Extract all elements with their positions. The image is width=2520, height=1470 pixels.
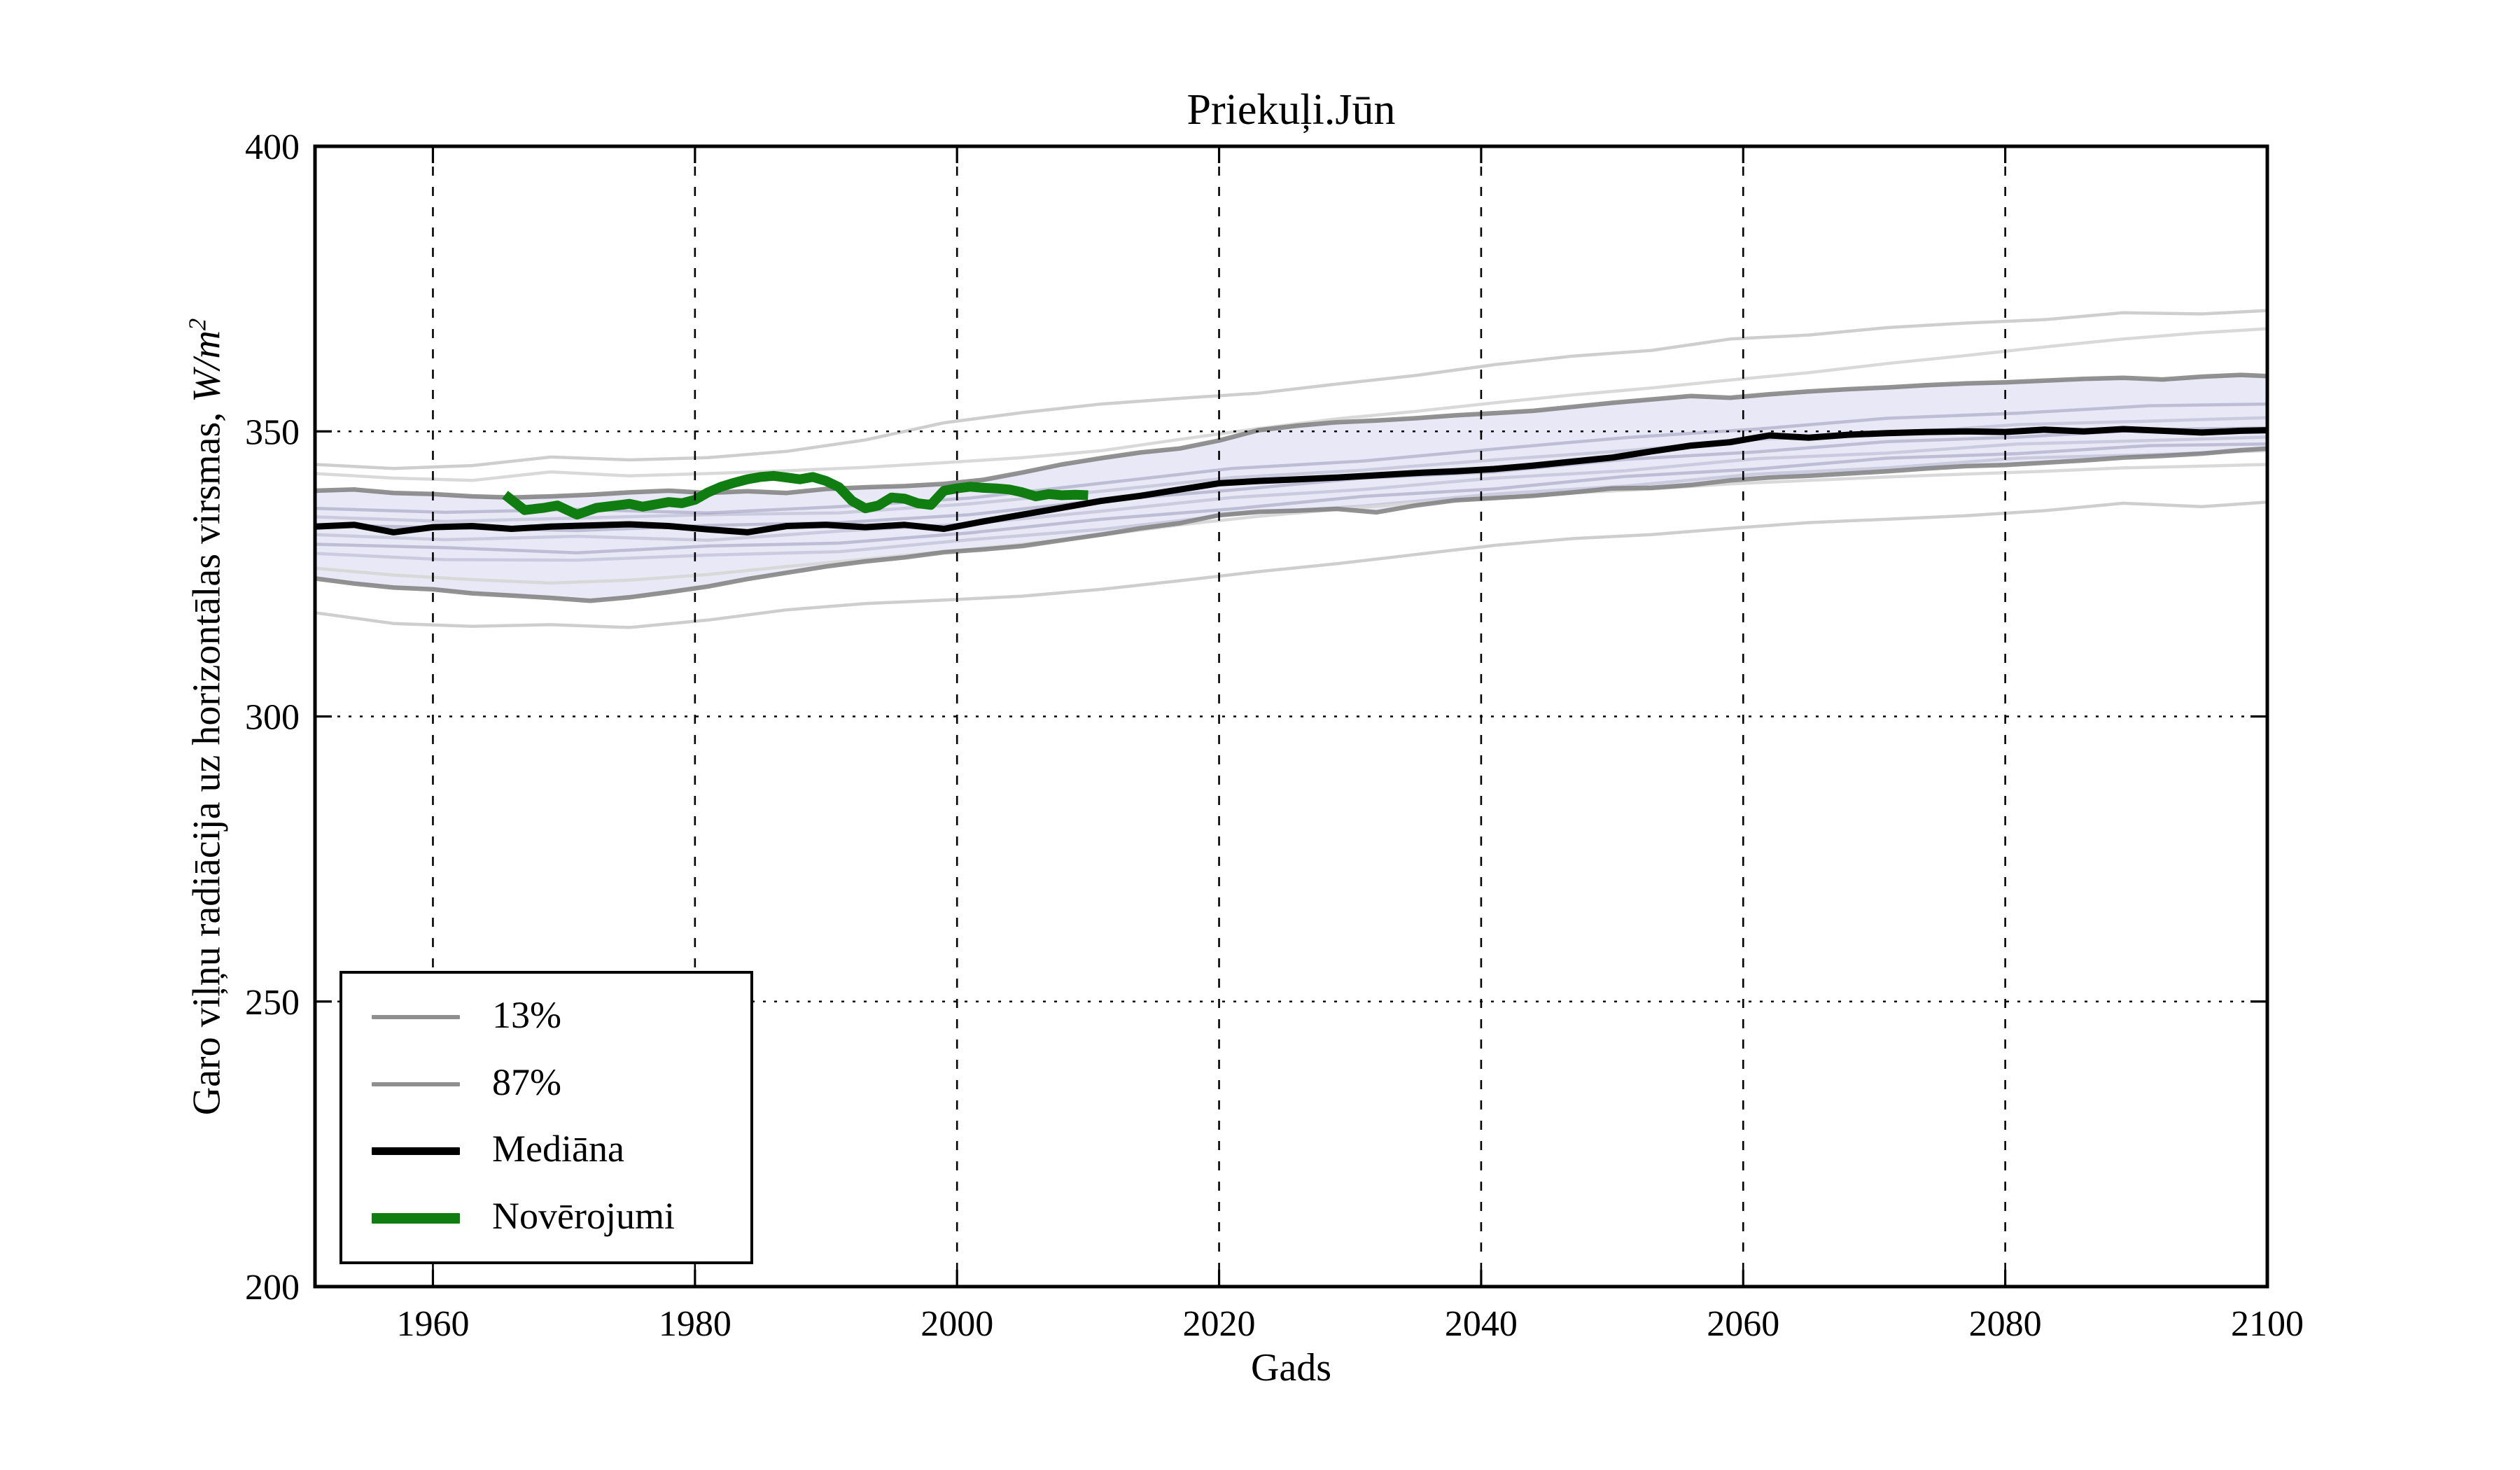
band-area: [315, 374, 2267, 601]
legend-line-sample: [372, 1147, 460, 1155]
band-upper-edge-87pct: [314, 372, 2268, 500]
observations-line: [502, 470, 1088, 520]
x-tick-label: 2060: [1707, 1304, 1779, 1344]
y-axis-label: Garo viļņu radiācija uz horizontālas vir…: [184, 318, 230, 1116]
y-tick-label: 300: [245, 698, 300, 738]
band-lower-edge-13pct: [314, 446, 2268, 603]
legend-line-sample: [372, 1082, 460, 1086]
x-tick-label: 1960: [396, 1304, 469, 1344]
y-axis-label-units: W/m: [185, 330, 229, 402]
chart-title: Priekuļi.Jūn: [1186, 86, 1396, 134]
ensemble-max-line: [314, 309, 2268, 470]
legend-item-novērojumi: Novērojumi: [372, 1197, 750, 1239]
ensemble-member-line: [314, 435, 2268, 542]
x-axis-label: Gads: [1250, 1346, 1332, 1390]
x-tick-label: 2020: [1183, 1304, 1256, 1344]
legend-label: 87%: [492, 1060, 561, 1103]
y-tick-label: 200: [245, 1268, 300, 1308]
legend-label: Mediāna: [492, 1128, 624, 1170]
y-tick-label: 250: [245, 983, 300, 1023]
legend-line-sample: [372, 1212, 460, 1224]
y-tick-label: 400: [245, 127, 300, 167]
x-tick-label: 1980: [659, 1304, 732, 1344]
ensemble-member-line: [314, 442, 2268, 554]
legend: 13% 87% Mediāna Novērojumi: [340, 971, 753, 1264]
legend-label: Novērojumi: [492, 1195, 675, 1238]
x-tick-label: 2100: [2231, 1304, 2304, 1344]
y-axis-label-text: Garo viļņu radiācija uz horizontālas vir…: [185, 402, 229, 1116]
legend-item-13pct: 13%: [372, 996, 750, 1038]
legend-item-87pct: 87%: [372, 1063, 750, 1105]
y-tick-label: 350: [245, 412, 300, 452]
legend-label: 13%: [492, 993, 561, 1036]
ensemble-min-line: [314, 500, 2268, 629]
x-tick-label: 2040: [1445, 1304, 1518, 1344]
x-tick-label: 2000: [920, 1304, 993, 1344]
x-tick-label: 2080: [1969, 1304, 2042, 1344]
legend-item-mediāna: Mediāna: [372, 1130, 750, 1172]
y-axis-label-exponent: 2: [183, 318, 211, 331]
legend-line-sample: [372, 1014, 460, 1019]
